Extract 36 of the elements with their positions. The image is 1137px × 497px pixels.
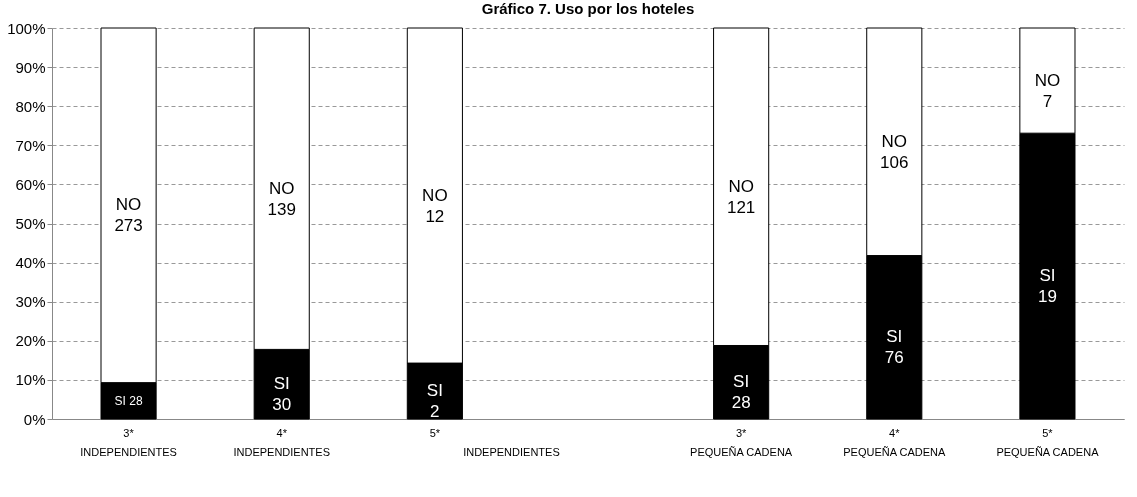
data-label: SI 76 xyxy=(884,327,904,368)
text: PEQUEÑA CADENA xyxy=(843,446,946,458)
y-tick-label: 100% xyxy=(7,19,46,37)
x-tick-label: 3* xyxy=(123,426,135,439)
data-label: NO 106 xyxy=(880,131,909,172)
y-tick-label: 0% xyxy=(23,410,46,428)
x-tick-label: 3* xyxy=(735,426,748,439)
y-tick-label: 40% xyxy=(15,254,46,272)
y-tick-label: 10% xyxy=(15,371,46,389)
data-label: SI 28 xyxy=(731,372,751,413)
y-tick-label: 50% xyxy=(15,215,46,232)
x-tick-label: 4* xyxy=(276,426,288,439)
text: PEQUEÑA CADENA xyxy=(996,446,1100,458)
chart-title: Gráfico 7. Uso por los hoteles xyxy=(481,0,695,17)
data-label: NO 12 xyxy=(422,185,448,226)
data-label: NO 139 xyxy=(267,178,296,219)
data-label: SI 30 xyxy=(272,374,292,415)
x-tick-label: 4* xyxy=(889,426,901,439)
data-label: NO 121 xyxy=(726,176,756,217)
y-tick-label: 20% xyxy=(15,332,46,350)
data-label: SI 28 xyxy=(114,393,143,408)
data-label: NO 7 xyxy=(1034,70,1061,111)
text: PEQUEÑA CADENA xyxy=(690,446,793,458)
data-label: SI 2 xyxy=(426,381,443,422)
y-tick-label: 80% xyxy=(15,97,46,115)
x-tick-label: 5* xyxy=(429,426,441,439)
y-tick-label: 60% xyxy=(15,175,46,193)
data-label: SI 19 xyxy=(1037,266,1057,307)
text: INDEPENDIENTES xyxy=(463,446,560,458)
y-tick-label: 90% xyxy=(15,58,46,76)
y-tick-label: 30% xyxy=(15,293,46,311)
text: INDEPENDIENTES xyxy=(233,446,330,458)
x-tick-label: 5* xyxy=(1042,426,1054,439)
text: INDEPENDIENTES xyxy=(80,446,177,458)
data-label: NO 273 xyxy=(114,195,143,236)
y-tick-label: 70% xyxy=(15,136,46,154)
